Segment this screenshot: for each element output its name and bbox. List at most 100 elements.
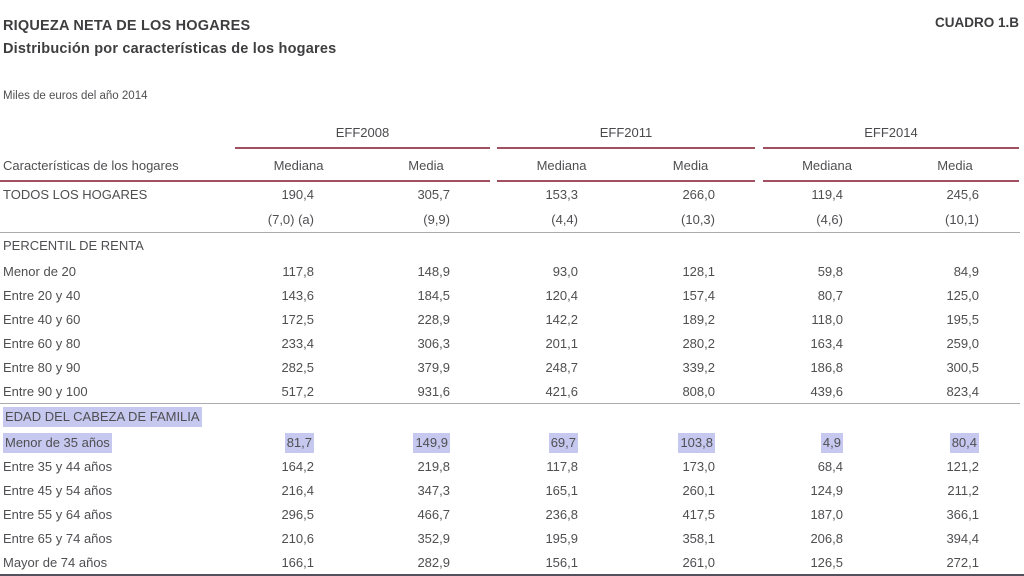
cell-text: 272,1 bbox=[946, 554, 979, 570]
cell-text: PERCENTIL DE RENTA bbox=[3, 238, 144, 253]
table-row: Entre 35 y 44 años 164,2 219,8 117,8 173,0 68… bbox=[0, 454, 1020, 478]
cell-text: 219,8 bbox=[417, 458, 450, 474]
subcolumn-header-media: Media bbox=[362, 149, 490, 182]
value-cell: 306,3 bbox=[362, 336, 490, 351]
cell-text: Entre 40 y 60 bbox=[3, 311, 81, 327]
row-label: Entre 20 y 40 bbox=[0, 288, 235, 303]
value-cell: 201,1 bbox=[497, 336, 626, 351]
value-cell: 417,5 bbox=[626, 507, 755, 522]
value-cell: 59,8 bbox=[763, 264, 891, 279]
value-cell: 296,5 bbox=[235, 507, 362, 522]
cell-text: Menor de 35 años bbox=[3, 432, 112, 453]
column-gap bbox=[490, 121, 497, 149]
cell-text: 394,4 bbox=[946, 530, 979, 546]
cell-text: 118,0 bbox=[811, 311, 843, 327]
value-cell: 339,2 bbox=[626, 360, 755, 375]
row-label: Entre 90 y 100 bbox=[0, 384, 235, 399]
value-cell: 259,0 bbox=[891, 336, 1019, 351]
value-cell: 358,1 bbox=[626, 531, 755, 546]
column-gap bbox=[755, 121, 763, 149]
stub-header: Características de los hogares bbox=[0, 149, 235, 182]
cell-text: 517,2 bbox=[281, 383, 314, 399]
cell-text: Entre 55 y 64 años bbox=[3, 506, 113, 522]
cell-text: 126,5 bbox=[810, 554, 843, 570]
table-row: Menor de 35 años 81,7 149,9 69,7 103,8 4,9 80,… bbox=[0, 430, 1020, 454]
table-row: Menor de 20 117,8 148,9 93,0 128,1 59,8 84,9 bbox=[0, 259, 1020, 283]
value-cell: 148,9 bbox=[362, 264, 490, 279]
cell-text: Entre 20 y 40 bbox=[3, 287, 81, 303]
cell-text: 823,4 bbox=[946, 383, 979, 399]
cell-text: 296,5 bbox=[281, 506, 314, 522]
cell-text: 266,0 bbox=[682, 187, 715, 202]
value-cell: 173,0 bbox=[626, 459, 755, 474]
cell-text: (4,4) bbox=[551, 212, 578, 227]
value-cell: 260,1 bbox=[626, 483, 755, 498]
value-cell: 421,6 bbox=[497, 384, 626, 399]
table-header-group-row: EFF2008 EFF2011 EFF2014 bbox=[0, 121, 1020, 149]
value-cell: 103,8 bbox=[626, 432, 755, 453]
cell-text: 148,9 bbox=[417, 263, 450, 279]
value-cell: 117,8 bbox=[497, 459, 626, 474]
cell-text: 211,2 bbox=[947, 482, 979, 498]
value-cell: 352,9 bbox=[362, 531, 490, 546]
cell-text: Mayor de 74 años bbox=[3, 554, 108, 570]
table-header-sub-row: Características de los hogares Mediana M… bbox=[0, 149, 1020, 182]
value-cell: 118,0 bbox=[763, 312, 891, 327]
cell-text: 4,9 bbox=[820, 432, 843, 453]
total-se-row: (7,0) (a) (9,9) (4,4) (10,3) (4,6) (10,1) bbox=[0, 207, 1020, 232]
cell-text: 305,7 bbox=[417, 187, 450, 202]
value-cell: 211,2 bbox=[891, 483, 1019, 498]
table-row: Entre 60 y 80 233,4 306,3 201,1 280,2 163,4 25… bbox=[0, 331, 1020, 355]
cell-text: 379,9 bbox=[417, 359, 450, 375]
cell-text: 236,8 bbox=[545, 506, 578, 522]
cell-text: 119,4 bbox=[811, 187, 843, 202]
cell-text: 59,8 bbox=[817, 263, 843, 279]
cell-text: 172,5 bbox=[281, 311, 314, 327]
row-label: Menor de 35 años bbox=[0, 432, 235, 453]
column-gap bbox=[490, 149, 497, 182]
value-cell: 261,0 bbox=[626, 555, 755, 570]
value-cell: 266,0 bbox=[626, 187, 755, 202]
value-cell: (4,4) bbox=[497, 212, 626, 227]
value-cell: (10,3) bbox=[626, 212, 755, 227]
cell-text: 189,2 bbox=[682, 311, 715, 327]
cell-text: 366,1 bbox=[946, 506, 979, 522]
cell-text: 300,5 bbox=[946, 359, 979, 375]
value-cell: 156,1 bbox=[497, 555, 626, 570]
value-cell: 4,9 bbox=[763, 432, 891, 453]
cell-text: 248,7 bbox=[545, 359, 578, 375]
value-cell: 172,5 bbox=[235, 312, 362, 327]
total-row: TODOS LOS HOGARES 190,4 305,7 153,3 266,0 119… bbox=[0, 182, 1020, 207]
value-cell: 195,5 bbox=[891, 312, 1019, 327]
cell-text: 210,6 bbox=[281, 530, 314, 546]
cell-text: 261,0 bbox=[682, 554, 715, 570]
cell-text: TODOS LOS HOGARES bbox=[3, 187, 148, 202]
value-cell: 808,0 bbox=[626, 384, 755, 399]
cell-text: (7,0) (a) bbox=[267, 212, 314, 227]
value-cell: 143,6 bbox=[235, 288, 362, 303]
value-cell: 93,0 bbox=[497, 264, 626, 279]
value-cell: 206,8 bbox=[763, 531, 891, 546]
cell-text: 216,4 bbox=[281, 482, 314, 498]
value-cell: 210,6 bbox=[235, 531, 362, 546]
cell-text: 417,5 bbox=[682, 506, 715, 522]
stub-spacer bbox=[0, 121, 235, 149]
cell-text: 165,1 bbox=[545, 482, 578, 498]
cell-text: 149,9 bbox=[413, 432, 450, 453]
cell-text: 195,5 bbox=[946, 311, 979, 327]
cell-text: (10,3) bbox=[681, 212, 715, 227]
cell-text: 142,2 bbox=[545, 311, 578, 327]
units-note: Miles de euros del año 2014 bbox=[3, 90, 148, 102]
value-cell: 128,1 bbox=[626, 264, 755, 279]
cell-text: 352,9 bbox=[417, 530, 450, 546]
cell-text: Entre 45 y 54 años bbox=[3, 482, 113, 498]
cell-text: 186,8 bbox=[810, 359, 843, 375]
cell-text: 347,3 bbox=[417, 482, 450, 498]
row-label: Menor de 20 bbox=[0, 264, 235, 279]
value-cell: 347,3 bbox=[362, 483, 490, 498]
value-cell: 228,9 bbox=[362, 312, 490, 327]
cell-text: 358,1 bbox=[682, 530, 715, 546]
cell-text: 81,7 bbox=[284, 432, 314, 453]
value-cell: 305,7 bbox=[362, 187, 490, 202]
value-cell: 236,8 bbox=[497, 507, 626, 522]
